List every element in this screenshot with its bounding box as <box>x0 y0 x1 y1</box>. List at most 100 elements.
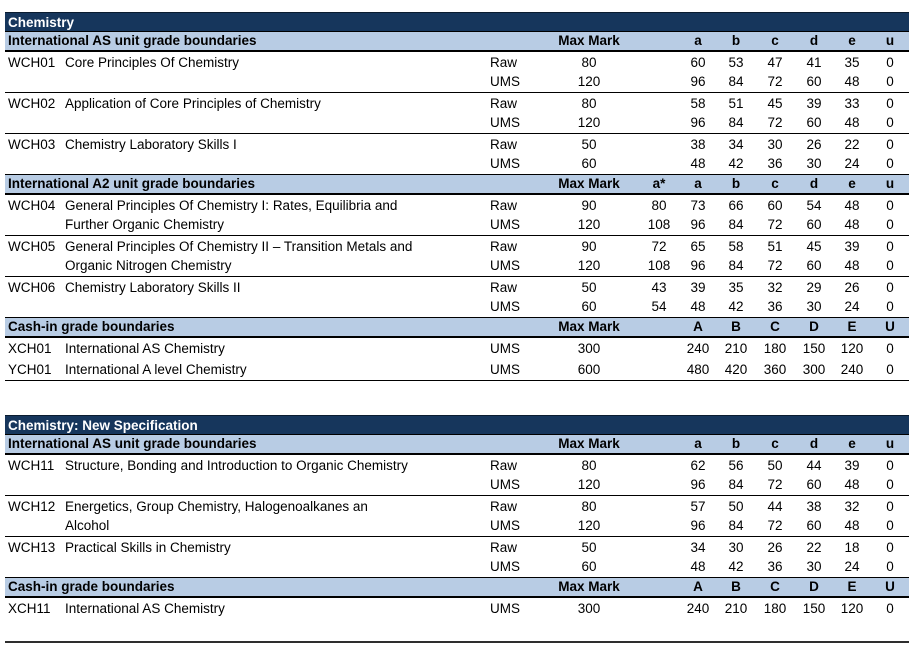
grade-value: 51 <box>767 239 783 254</box>
grade-value: 44 <box>806 458 822 473</box>
grade-value: 0 <box>886 258 894 273</box>
grade-col-header: E <box>847 319 857 334</box>
mark-type: UMS <box>490 115 520 130</box>
grade-value: 108 <box>647 217 671 232</box>
table-row: WCH06 Chemistry Laboratory Skills II Raw 50… <box>5 277 909 317</box>
unit-title: Application of Core Principles of Chemis… <box>65 96 321 111</box>
unit-title: Core Principles Of Chemistry <box>65 55 240 70</box>
grade-col-header: e <box>848 33 856 48</box>
unit-title <box>65 154 487 173</box>
grade-value: 0 <box>886 362 894 377</box>
grade-value: 72 <box>767 258 783 273</box>
grade-col-header: C <box>770 319 780 334</box>
grade-value: 22 <box>844 137 860 152</box>
grade-value: 38 <box>806 499 822 514</box>
section-label: Cash-in grade boundaries <box>8 579 175 594</box>
grade-value: 35 <box>728 280 744 295</box>
grade-value: 60 <box>806 217 822 232</box>
grade-value: 30 <box>767 137 783 152</box>
grade-col-header: A <box>693 319 703 334</box>
grade-value <box>639 557 679 576</box>
grade-value <box>639 516 679 535</box>
grade-value: 72 <box>767 518 783 533</box>
grade-col-header <box>639 435 679 453</box>
grade-value: 0 <box>886 115 894 130</box>
grade-value: 360 <box>763 362 787 377</box>
grade-value: 30 <box>806 156 822 171</box>
max-mark-header: Max Mark <box>558 579 620 594</box>
unit-title <box>65 113 487 132</box>
grade-value: 96 <box>690 217 706 232</box>
grade-col-header: D <box>809 319 819 334</box>
grade-value: 0 <box>886 601 894 616</box>
mark-type: UMS <box>490 601 520 616</box>
grade-col-header <box>639 32 679 50</box>
grade-col-header: d <box>809 176 819 191</box>
unit-title: General Principles Of Chemistry I: Rates… <box>65 198 398 213</box>
unit-code <box>5 475 65 494</box>
grade-value: 72 <box>767 477 783 492</box>
grade-value: 18 <box>844 540 860 555</box>
mark-line: WCH13 Practical Skills in Chemistry Raw 50 3… <box>5 538 909 557</box>
unit-code: WCH06 <box>8 280 56 295</box>
grade-col-header: U <box>885 579 895 594</box>
grade-value: 180 <box>763 341 787 356</box>
unit-title <box>65 557 487 576</box>
section-header: International A2 unit grade boundaries Ma… <box>5 174 909 195</box>
grade-value <box>639 360 679 379</box>
grade-value: 0 <box>886 198 894 213</box>
grade-value: 48 <box>844 518 860 533</box>
max-mark-header: Max Mark <box>558 319 620 334</box>
grade-value: 210 <box>724 341 748 356</box>
mark-line: UMS 60 48 42 36 30 24 0 <box>5 154 909 173</box>
unit-title: International AS Chemistry <box>65 341 225 356</box>
grade-col-header: A <box>693 579 703 594</box>
grade-value: 39 <box>844 458 860 473</box>
grade-value: 0 <box>886 239 894 254</box>
grade-value: 72 <box>767 217 783 232</box>
mark-type: UMS <box>490 258 520 273</box>
grade-value: 60 <box>806 115 822 130</box>
grade-value: 58 <box>690 96 706 111</box>
mark-type: UMS <box>490 217 520 232</box>
max-mark-header: Max Mark <box>558 33 620 48</box>
grade-value <box>639 53 679 72</box>
mark-type: Raw <box>490 499 518 514</box>
grade-value: 96 <box>690 74 706 89</box>
grade-value: 0 <box>886 477 894 492</box>
grade-value: 150 <box>802 601 826 616</box>
table-row: WCH13 Practical Skills in Chemistry Raw 50 3… <box>5 537 909 577</box>
grade-value: 60 <box>767 198 783 213</box>
grade-col-header: u <box>885 33 895 48</box>
unit-code <box>5 516 65 535</box>
grade-col-header: C <box>770 579 780 594</box>
grade-value: 240 <box>686 341 710 356</box>
section-header: Cash-in grade boundaries Max Mark A B C D E U <box>5 317 909 338</box>
mark-type: Raw <box>490 96 518 111</box>
grade-value: 53 <box>728 55 744 70</box>
grade-value: 60 <box>806 258 822 273</box>
grade-col-header: B <box>731 579 741 594</box>
grade-col-header: a* <box>652 176 666 191</box>
mark-type: UMS <box>490 74 520 89</box>
grade-value: 56 <box>728 458 744 473</box>
grade-value: 30 <box>806 559 822 574</box>
grade-value: 42 <box>728 156 744 171</box>
unit-code: WCH12 <box>8 499 56 514</box>
mark-line: UMS 60 48 42 36 30 24 0 <box>5 557 909 576</box>
grade-value: 96 <box>690 518 706 533</box>
grade-value: 48 <box>844 74 860 89</box>
max-mark-header: Max Mark <box>558 436 620 451</box>
unit-title <box>65 297 487 316</box>
unit-code: XCH11 <box>8 601 51 616</box>
grade-value: 60 <box>690 55 706 70</box>
grade-value: 60 <box>806 74 822 89</box>
unit-code: WCH11 <box>8 458 55 473</box>
unit-title: International A level Chemistry <box>65 362 247 377</box>
grade-value: 96 <box>690 115 706 130</box>
section-label: International AS unit grade boundaries <box>8 33 257 48</box>
mark-line: WCH11 Structure, Bonding and Introduction… <box>5 456 909 475</box>
unit-code: WCH01 <box>8 55 56 70</box>
grade-value: 42 <box>728 559 744 574</box>
